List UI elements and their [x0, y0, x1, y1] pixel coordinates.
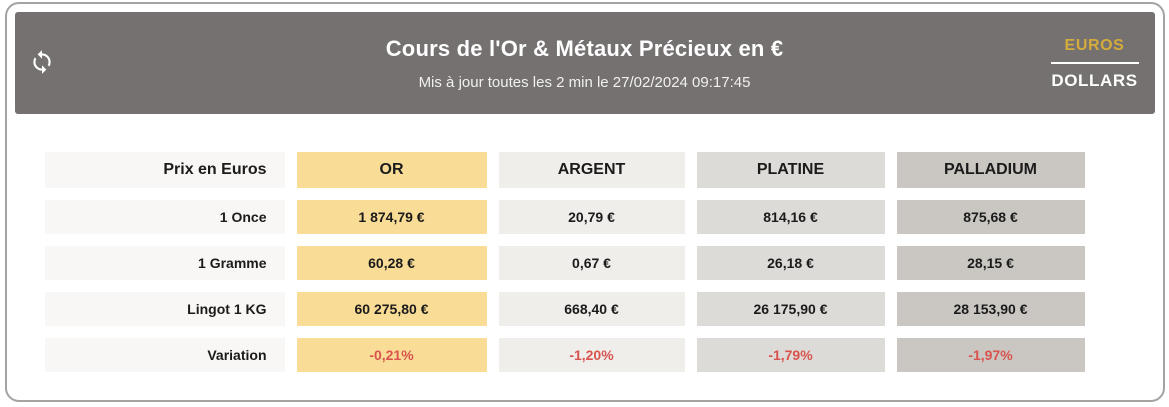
row-label-variation: Variation	[44, 338, 285, 372]
variation-cell-palladium: -1,97%	[896, 338, 1085, 372]
refresh-icon	[29, 49, 55, 78]
column-header-platine: PLATINE	[696, 152, 885, 188]
currency-divider	[1050, 62, 1139, 64]
price-cell-palladium-once: 875,68 €	[896, 200, 1085, 234]
price-cell-or-once: 1 874,79 €	[296, 200, 487, 234]
price-cell-argent-once: 20,79 €	[498, 200, 685, 234]
column-header-argent: ARGENT	[498, 152, 685, 188]
price-cell-palladium-lingot: 28 153,90 €	[896, 292, 1085, 326]
page-title: Cours de l'Or & Métaux Précieux en €	[385, 36, 784, 61]
price-cell-or-gramme: 60,28 €	[296, 246, 487, 280]
price-table: Prix en Euros OR ARGENT PLATINE PALLADIU…	[44, 152, 1163, 372]
row-label-once: 1 Once	[44, 200, 285, 234]
price-cell-platine-lingot: 26 175,90 €	[696, 292, 885, 326]
variation-cell-or: -0,21%	[296, 338, 487, 372]
currency-toggle: EUROS DOLLARS	[1049, 37, 1141, 91]
column-header-palladium: PALLADIUM	[896, 152, 1085, 188]
column-header-or: OR	[296, 152, 487, 188]
price-cell-argent-gramme: 0,67 €	[498, 246, 685, 280]
price-cell-argent-lingot: 668,40 €	[498, 292, 685, 326]
variation-cell-platine: -1,79%	[696, 338, 885, 372]
price-cell-platine-once: 814,16 €	[696, 200, 885, 234]
currency-option-dollars[interactable]: DOLLARS	[1051, 71, 1138, 90]
price-cell-palladium-gramme: 28,15 €	[896, 246, 1085, 280]
last-updated-text: Mis à jour toutes les 2 min le 27/02/202…	[418, 74, 751, 91]
variation-cell-argent: -1,20%	[498, 338, 685, 372]
price-cell-or-lingot: 60 275,80 €	[296, 292, 487, 326]
currency-option-euros[interactable]: EUROS	[1064, 37, 1125, 54]
row-label-lingot: Lingot 1 KG	[44, 292, 285, 326]
gold-price-widget: Cours de l'Or & Métaux Précieux en € Mis…	[4, 2, 1165, 402]
table-corner-label: Prix en Euros	[44, 152, 285, 188]
widget-header: Cours de l'Or & Métaux Précieux en € Mis…	[14, 12, 1155, 114]
header-titles: Cours de l'Or & Métaux Précieux en € Mis…	[15, 12, 1155, 91]
refresh-button[interactable]	[25, 46, 59, 80]
row-label-gramme: 1 Gramme	[44, 246, 285, 280]
price-cell-platine-gramme: 26,18 €	[696, 246, 885, 280]
